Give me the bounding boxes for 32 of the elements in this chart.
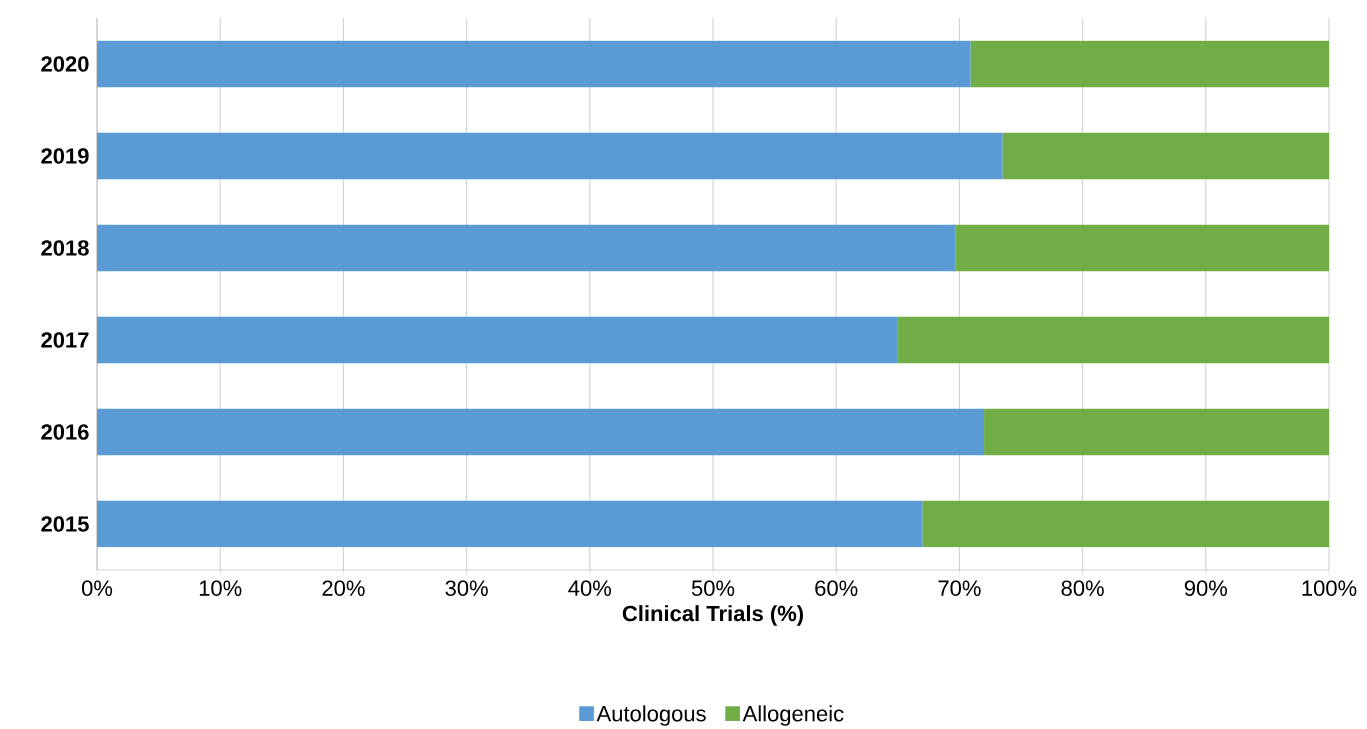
bar [984, 408, 1330, 456]
bar [897, 316, 1330, 364]
x-tick-label: 90% [1184, 580, 1228, 597]
bar [922, 500, 1330, 548]
x-tick-label: 70% [938, 580, 981, 597]
bar [97, 316, 898, 364]
x-tick-label: 30% [445, 580, 488, 597]
bar [955, 224, 1330, 272]
bar [97, 224, 956, 272]
x-tick-label: 60% [815, 580, 858, 597]
y-tick-label: 2017 [41, 332, 89, 348]
bar [97, 500, 923, 548]
y-tick-label: 2019 [41, 148, 89, 164]
y-tick-label: 2015 [41, 516, 89, 532]
x-tick-label: 100% [1302, 580, 1357, 597]
bar [97, 132, 1003, 180]
y-tick-label: 2020 [41, 56, 89, 72]
bar [970, 40, 1330, 88]
x-tick-label: 20% [322, 580, 365, 597]
x-tick-label: 0% [81, 580, 113, 597]
y-tick-label: 2016 [41, 424, 89, 440]
x-tick-label: 80% [1061, 580, 1104, 597]
x-tick-label: 40% [568, 580, 612, 597]
legend-label: Autologous [596, 705, 706, 727]
x-tick-label: 50% [691, 580, 735, 597]
x-tick-label: 10% [199, 580, 242, 597]
y-tick-label: 2018 [41, 240, 89, 256]
bar [97, 408, 985, 456]
bar [1002, 132, 1330, 180]
legend-label: Allogeneic [742, 705, 844, 727]
x-axis-title: Clinical Trials (%) [622, 605, 803, 626]
bar [97, 40, 971, 88]
